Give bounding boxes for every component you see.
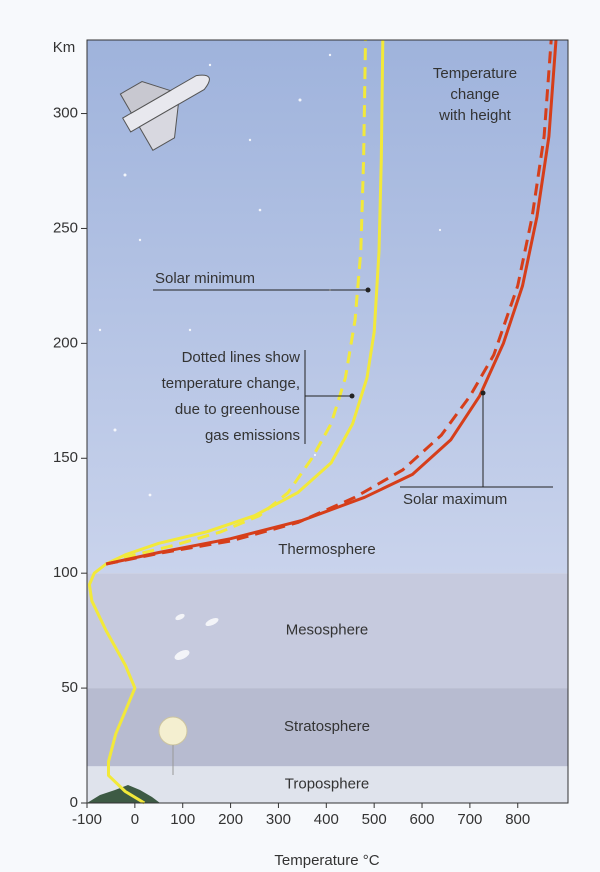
y-tick-label: 150 [53, 449, 78, 466]
plot-frame [86, 39, 569, 804]
x-tick-label: 300 [266, 811, 291, 828]
layer-label: Thermosphere [278, 541, 376, 558]
y-tick-label: 250 [53, 219, 78, 236]
chart-title: change [450, 86, 499, 103]
leader-dot [480, 390, 486, 396]
leader-dot [349, 393, 355, 399]
y-tick-label: 0 [70, 794, 78, 811]
series-line [105, 39, 553, 566]
layer-band [87, 766, 568, 803]
chart-title: with height [438, 107, 512, 124]
x-tick-label: 0 [131, 811, 139, 828]
x-axis-label: Temperature °C [274, 852, 379, 869]
y-tick-label: 300 [53, 105, 78, 122]
note-text: Dotted lines show [182, 349, 301, 366]
layer-label: Troposphere [285, 776, 370, 793]
x-tick-label: 700 [457, 811, 482, 828]
y-tick-label: 100 [53, 564, 78, 581]
y-tick-label: 50 [61, 679, 78, 696]
series-line [105, 39, 367, 566]
y-axis-label: Km [53, 39, 76, 56]
decoration [87, 53, 442, 803]
note-text: due to greenhouse [175, 401, 300, 418]
note-text: temperature change, [162, 375, 300, 392]
layer-band [87, 573, 568, 689]
series-line [105, 39, 558, 566]
series-label: Solar maximum [403, 491, 507, 508]
x-tick-label: -100 [72, 811, 102, 828]
leader-dot [365, 287, 371, 293]
x-tick-label: 500 [362, 811, 387, 828]
y-tick-label: 200 [53, 334, 78, 351]
series-label: Solar minimum [155, 270, 255, 287]
note-text: gas emissions [205, 427, 300, 444]
layer-label: Stratosphere [284, 718, 370, 735]
x-tick-label: 100 [170, 811, 195, 828]
x-tick-label: 200 [218, 811, 243, 828]
x-tick-label: 400 [314, 811, 339, 828]
x-tick-label: 800 [505, 811, 530, 828]
chart-title: Temperature [433, 65, 517, 82]
layer-label: Mesosphere [286, 622, 369, 639]
x-tick-label: 600 [410, 811, 435, 828]
